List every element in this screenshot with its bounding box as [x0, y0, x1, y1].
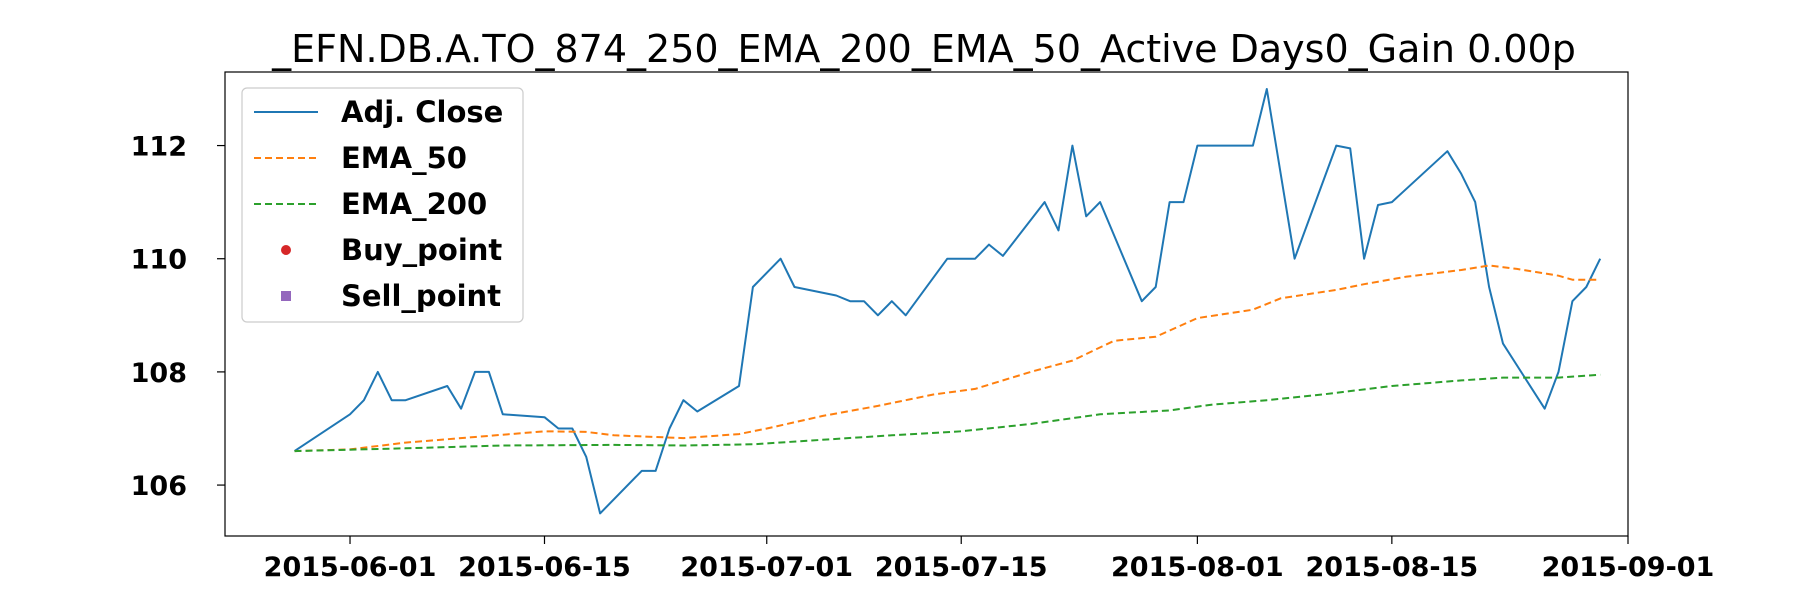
- legend-sell-point-swatch: [281, 291, 291, 301]
- x-tick-label: 2015-06-01: [264, 552, 437, 583]
- series-line-ema-200: [294, 373, 1601, 453]
- x-tick-label: 2015-08-15: [1305, 552, 1478, 583]
- y-tick-label: 108: [131, 358, 187, 389]
- x-tick-label: 2015-07-15: [875, 552, 1048, 583]
- legend-box: [241, 87, 524, 323]
- y-tick-label: 112: [131, 132, 187, 163]
- legend-adj-close-label: Adj. Close: [341, 95, 503, 129]
- legend-buy-point-swatch: [281, 245, 291, 255]
- plot-frame: [224, 71, 1629, 537]
- y-tick-label: 110: [131, 245, 187, 276]
- chart-title: _EFN.DB.A.TO_874_250_EMA_200_EMA_50_Acti…: [271, 27, 1576, 71]
- y-tick-label: 106: [131, 471, 187, 502]
- x-axis: 2015-06-01 2015-06-15 2015-07-01 2015-07-15…: [264, 536, 1715, 583]
- legend-ema-200-label: EMA_200: [341, 187, 487, 221]
- legend-buy-point-label: Buy_point: [341, 233, 502, 267]
- legend-ema-50-label: EMA_50: [341, 141, 467, 175]
- x-tick-label: 2015-07-01: [680, 552, 853, 583]
- series-line-adj-close: [293, 88, 1602, 515]
- x-tick-label: 2015-08-01: [1111, 552, 1284, 583]
- legend: Adj. Close EMA_50 EMA_200 Buy_point Sell_poi…: [241, 87, 524, 323]
- y-axis: 106 108 110 112: [131, 132, 225, 502]
- x-tick-label: 2015-09-01: [1542, 552, 1715, 583]
- x-tick-label: 2015-06-15: [458, 552, 631, 583]
- series-layer: [293, 88, 1602, 515]
- legend-sell-point-label: Sell_point: [341, 279, 501, 313]
